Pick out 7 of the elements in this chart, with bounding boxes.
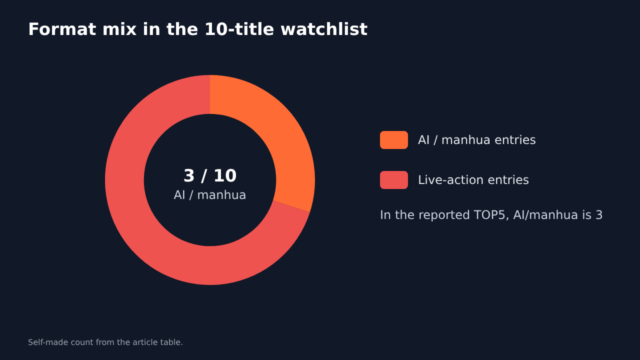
text: Self-made count from the article table. [28, 338, 184, 347]
text: AI / manhua [174, 188, 246, 202]
text: 3 / 10 [183, 166, 237, 186]
chart-title: Format mix in the 10-title watchlist [28, 20, 368, 40]
text: In the reported TOP5, AI/manhua is 3 [380, 208, 604, 222]
legend-label: AI / manhua entries [418, 133, 536, 147]
legend-label: Live-action entries [418, 173, 530, 187]
